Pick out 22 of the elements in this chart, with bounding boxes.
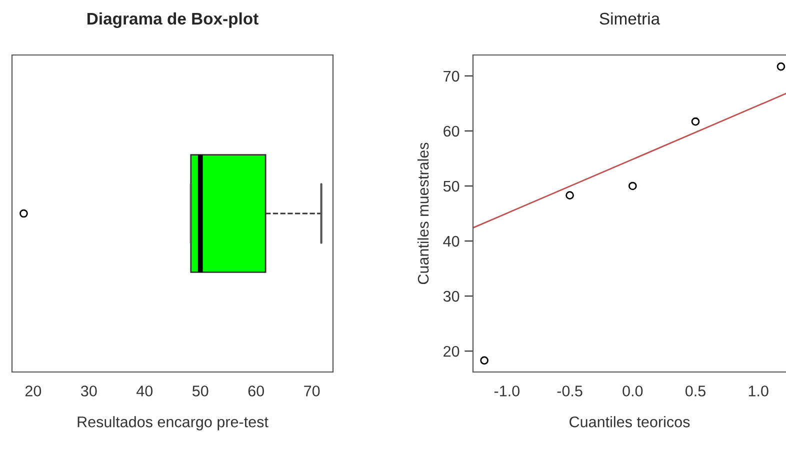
y-tick-label: 20 bbox=[444, 346, 460, 357]
x-tick-label: -0.5 bbox=[557, 386, 582, 396]
x-tick-label: 30 bbox=[80, 386, 97, 396]
chart-title: Simetria bbox=[600, 12, 660, 25]
y-tick-label: 30 bbox=[443, 290, 460, 302]
x-tick-label: 0.0 bbox=[622, 386, 643, 396]
x-tick-label: 60 bbox=[248, 386, 264, 396]
x-tick-label: 50 bbox=[192, 386, 208, 396]
x-tick-label: 70 bbox=[304, 386, 320, 396]
chart-title: Diagrama de Box-plot bbox=[87, 12, 258, 28]
x-axis-title: Cuantiles teoricos bbox=[570, 416, 690, 428]
x-tick-label: -1.0 bbox=[494, 386, 520, 396]
y-axis-title: Cuantiles muestrales bbox=[417, 142, 429, 284]
x-tick-label: 20 bbox=[25, 386, 42, 396]
y-tick-label: 50 bbox=[443, 180, 460, 192]
x-tick-label: 1.0 bbox=[748, 386, 768, 396]
y-tick-label: 60 bbox=[444, 126, 460, 137]
x-tick-label: 0.5 bbox=[685, 386, 706, 396]
y-tick-label: 40 bbox=[443, 236, 460, 247]
x-tick-label: 40 bbox=[136, 386, 153, 396]
y-tick-label: 70 bbox=[444, 70, 460, 82]
x-axis-title: Resultados encargo pre-test bbox=[78, 416, 268, 430]
